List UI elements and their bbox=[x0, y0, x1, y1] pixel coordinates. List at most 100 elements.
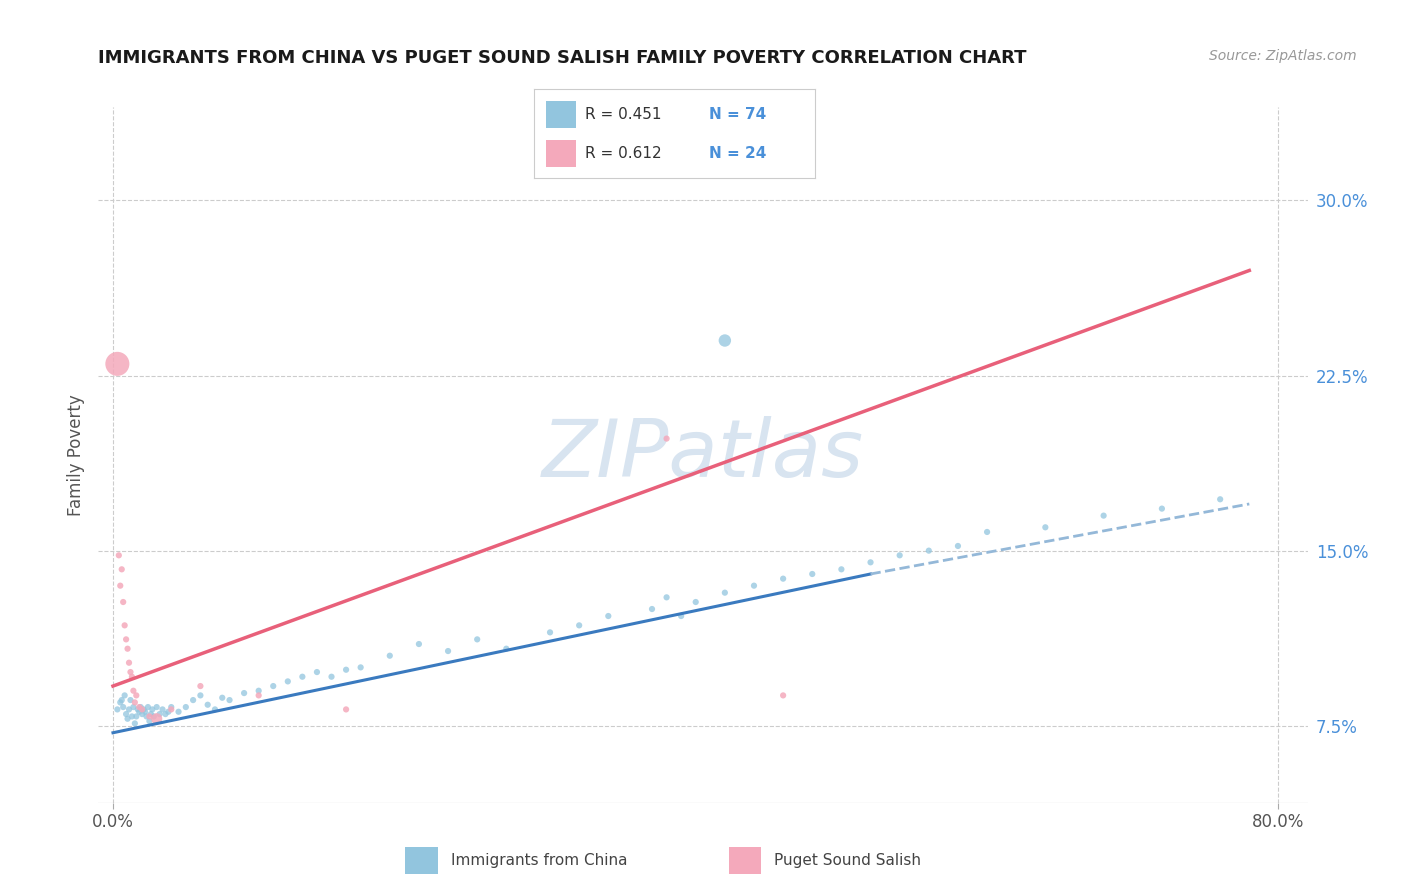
Point bbox=[124, 695, 146, 709]
Point bbox=[889, 549, 911, 563]
Point bbox=[167, 705, 190, 719]
Point bbox=[127, 702, 149, 716]
Point bbox=[105, 702, 128, 716]
Point bbox=[122, 700, 145, 714]
Point bbox=[111, 562, 134, 576]
Point bbox=[568, 618, 591, 632]
Text: Puget Sound Salish: Puget Sound Salish bbox=[775, 854, 921, 868]
Point bbox=[218, 693, 240, 707]
Point bbox=[128, 700, 150, 714]
FancyBboxPatch shape bbox=[405, 847, 437, 874]
Point bbox=[110, 579, 132, 593]
Point bbox=[128, 705, 150, 719]
Point bbox=[112, 595, 135, 609]
Point bbox=[1033, 520, 1056, 534]
Point bbox=[120, 665, 142, 679]
Text: N = 74: N = 74 bbox=[709, 107, 766, 121]
Point bbox=[408, 637, 430, 651]
Point bbox=[976, 524, 998, 539]
Point bbox=[465, 632, 488, 647]
Point bbox=[121, 670, 143, 684]
Point bbox=[117, 712, 139, 726]
Point bbox=[1150, 501, 1173, 516]
Point bbox=[115, 632, 138, 647]
Point bbox=[641, 602, 664, 616]
Point bbox=[131, 707, 153, 722]
Point bbox=[197, 698, 219, 712]
Point bbox=[277, 674, 299, 689]
Point bbox=[118, 656, 141, 670]
Point bbox=[141, 702, 163, 716]
Point bbox=[655, 432, 678, 446]
Point bbox=[111, 693, 134, 707]
Point bbox=[714, 334, 737, 348]
Text: N = 24: N = 24 bbox=[709, 146, 766, 161]
Point bbox=[152, 702, 174, 716]
Point bbox=[131, 702, 153, 716]
Point bbox=[772, 572, 794, 586]
Text: R = 0.451: R = 0.451 bbox=[585, 107, 661, 121]
Point bbox=[669, 609, 692, 624]
FancyBboxPatch shape bbox=[546, 140, 576, 167]
Text: IMMIGRANTS FROM CHINA VS PUGET SOUND SALISH FAMILY POVERTY CORRELATION CHART: IMMIGRANTS FROM CHINA VS PUGET SOUND SAL… bbox=[98, 49, 1026, 67]
Point bbox=[190, 689, 212, 703]
Point bbox=[149, 707, 172, 722]
Point bbox=[335, 663, 357, 677]
Point bbox=[160, 702, 183, 716]
Point bbox=[138, 714, 160, 728]
Point bbox=[685, 595, 707, 609]
Point bbox=[946, 539, 969, 553]
Point bbox=[772, 689, 794, 703]
Point bbox=[247, 683, 270, 698]
Point bbox=[859, 555, 882, 569]
FancyBboxPatch shape bbox=[728, 847, 761, 874]
Point bbox=[830, 562, 852, 576]
Point bbox=[105, 357, 128, 371]
Point bbox=[117, 641, 139, 656]
Text: ZIPatlas: ZIPatlas bbox=[541, 416, 865, 494]
Point bbox=[801, 566, 824, 581]
Point bbox=[108, 549, 131, 563]
Text: Source: ZipAtlas.com: Source: ZipAtlas.com bbox=[1209, 49, 1357, 63]
Point bbox=[160, 700, 183, 714]
Point bbox=[136, 700, 159, 714]
Point bbox=[321, 670, 343, 684]
Point bbox=[135, 709, 157, 723]
Point bbox=[335, 702, 357, 716]
Point bbox=[157, 705, 180, 719]
Point bbox=[114, 689, 136, 703]
Point bbox=[134, 705, 156, 719]
Point bbox=[1209, 492, 1232, 507]
Point bbox=[918, 543, 941, 558]
Point bbox=[437, 644, 460, 658]
Point bbox=[139, 707, 162, 722]
Point bbox=[233, 686, 256, 700]
Point bbox=[305, 665, 328, 679]
Point bbox=[495, 641, 517, 656]
Point bbox=[378, 648, 401, 663]
Point bbox=[121, 709, 143, 723]
Point bbox=[124, 716, 146, 731]
Point bbox=[174, 700, 197, 714]
Point bbox=[145, 700, 167, 714]
Point bbox=[142, 709, 165, 723]
Text: R = 0.612: R = 0.612 bbox=[585, 146, 661, 161]
Point bbox=[110, 695, 132, 709]
Point bbox=[181, 693, 204, 707]
Point bbox=[125, 689, 148, 703]
Point bbox=[714, 585, 737, 599]
Point bbox=[120, 693, 142, 707]
Point bbox=[1092, 508, 1115, 523]
Point bbox=[114, 618, 136, 632]
Point bbox=[211, 690, 233, 705]
Point bbox=[115, 707, 138, 722]
Point bbox=[155, 707, 177, 722]
Point bbox=[204, 702, 226, 716]
Point bbox=[145, 712, 167, 726]
Point bbox=[190, 679, 212, 693]
Point bbox=[538, 625, 561, 640]
Point bbox=[291, 670, 314, 684]
Point bbox=[112, 700, 135, 714]
Point bbox=[122, 683, 145, 698]
Point bbox=[132, 702, 155, 716]
